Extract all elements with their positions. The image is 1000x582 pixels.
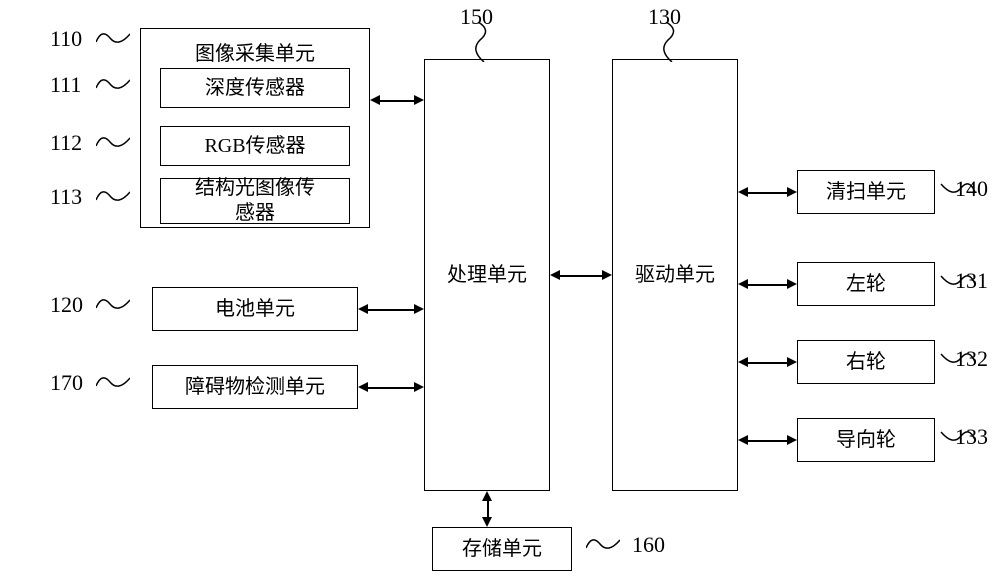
squiggle-icon [96,296,130,312]
squiggle-icon [938,428,978,444]
arrowhead-icon [738,187,748,197]
block-guide-wheel: 导向轮 [797,418,935,462]
arrowhead-icon [482,491,492,501]
squiggle-icon [938,350,978,366]
block-battery: 电池单元 [152,287,358,331]
diagram-canvas: 图像采集单元 深度传感器 RGB传感器 结构光图像传 感器 电池单元 障碍物检测… [0,0,1000,582]
block-drive: 驱动单元 [612,59,738,491]
block-obstacle: 障碍物检测单元 [152,365,358,409]
arrowhead-icon [358,382,368,392]
arrowhead-icon [358,304,368,314]
arrow-drive-rightwheel [748,362,787,364]
arrowhead-icon [738,435,748,445]
arrowhead-icon [482,517,492,527]
arrowhead-icon [738,357,748,367]
squiggle-icon [938,272,978,288]
arrowhead-icon [602,270,612,280]
arrowhead-icon [370,95,380,105]
arrowhead-icon [414,304,424,314]
ref-160: 160 [632,532,665,558]
arrowhead-icon [414,95,424,105]
ref-111: 111 [50,72,81,98]
arrowhead-icon [787,435,797,445]
arrow-image-processing [380,100,414,102]
block-storage: 存储单元 [432,527,572,571]
arrowhead-icon [787,187,797,197]
squiggle-icon [938,180,978,196]
arrowhead-icon [787,279,797,289]
block-depth-sensor: 深度传感器 [160,68,350,108]
arrow-obstacle-processing [368,387,414,389]
arrow-battery-processing [368,309,414,311]
block-right-wheel: 右轮 [797,340,935,384]
arrow-processing-drive [560,275,602,277]
squiggle-icon [662,22,678,62]
squiggle-icon [586,536,620,552]
squiggle-icon [96,188,130,204]
block-processing: 处理单元 [424,59,550,491]
ref-120: 120 [50,292,83,318]
arrow-processing-storage [487,501,489,517]
image-unit-title: 图像采集单元 [141,37,369,66]
block-clean: 清扫单元 [797,170,935,214]
arrow-drive-leftwheel [748,284,787,286]
arrowhead-icon [738,279,748,289]
ref-112: 112 [50,130,82,156]
squiggle-icon [96,134,130,150]
arrowhead-icon [787,357,797,367]
block-rgb-sensor: RGB传感器 [160,126,350,166]
arrow-drive-clean [748,192,787,194]
squiggle-icon [96,76,130,92]
arrow-drive-guidewheel [748,440,787,442]
ref-113: 113 [50,184,82,210]
ref-110: 110 [50,26,82,52]
ref-170: 170 [50,370,83,396]
squiggle-icon [96,374,130,390]
arrowhead-icon [414,382,424,392]
squiggle-icon [474,22,490,62]
squiggle-icon [96,30,130,46]
arrowhead-icon [550,270,560,280]
block-structured-light-sensor: 结构光图像传 感器 [160,178,350,224]
block-left-wheel: 左轮 [797,262,935,306]
